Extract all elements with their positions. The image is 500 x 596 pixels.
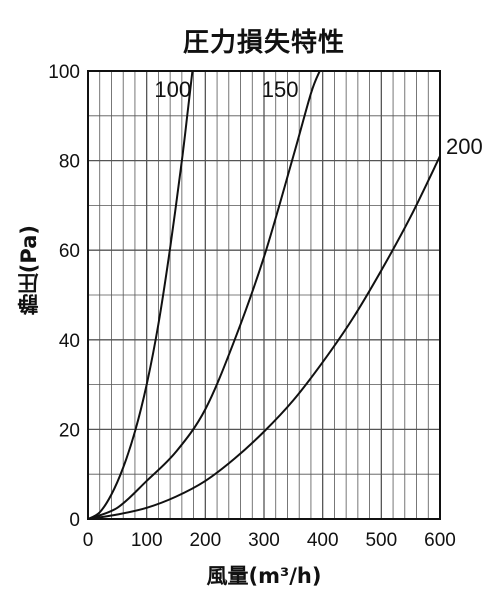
grid <box>88 71 440 519</box>
chart-title: 圧力損失特性 <box>182 28 345 58</box>
series-label-200: 200 <box>446 134 483 159</box>
y-tick-label: 80 <box>59 152 80 173</box>
tick-labels: 0 100 200 300 400 500 600 0 20 40 60 80 100 <box>48 62 456 551</box>
x-tick-label: 300 <box>248 530 280 551</box>
y-tick-label: 20 <box>59 420 80 441</box>
series-label-100: 100 <box>154 77 191 102</box>
y-tick-label: 60 <box>59 241 80 262</box>
series-labels: 100 150 200 <box>154 77 482 159</box>
x-axis-label: 風量(m³/h) <box>206 564 322 588</box>
y-tick-label: 100 <box>48 62 80 83</box>
x-tick-label: 500 <box>365 530 397 551</box>
x-tick-label: 200 <box>189 530 221 551</box>
series-line-200 <box>87 155 441 520</box>
y-tick-label: 40 <box>59 331 80 352</box>
x-tick-label: 0 <box>83 530 94 551</box>
y-tick-label: 0 <box>69 510 80 531</box>
x-tick-label: 100 <box>131 530 163 551</box>
plot-frame <box>87 70 441 520</box>
series-line-150 <box>87 70 321 520</box>
series-label-150: 150 <box>262 77 299 102</box>
series-curves <box>87 70 441 520</box>
x-tick-label: 600 <box>424 530 456 551</box>
x-tick-label: 400 <box>307 530 339 551</box>
series-line-100 <box>87 70 194 520</box>
